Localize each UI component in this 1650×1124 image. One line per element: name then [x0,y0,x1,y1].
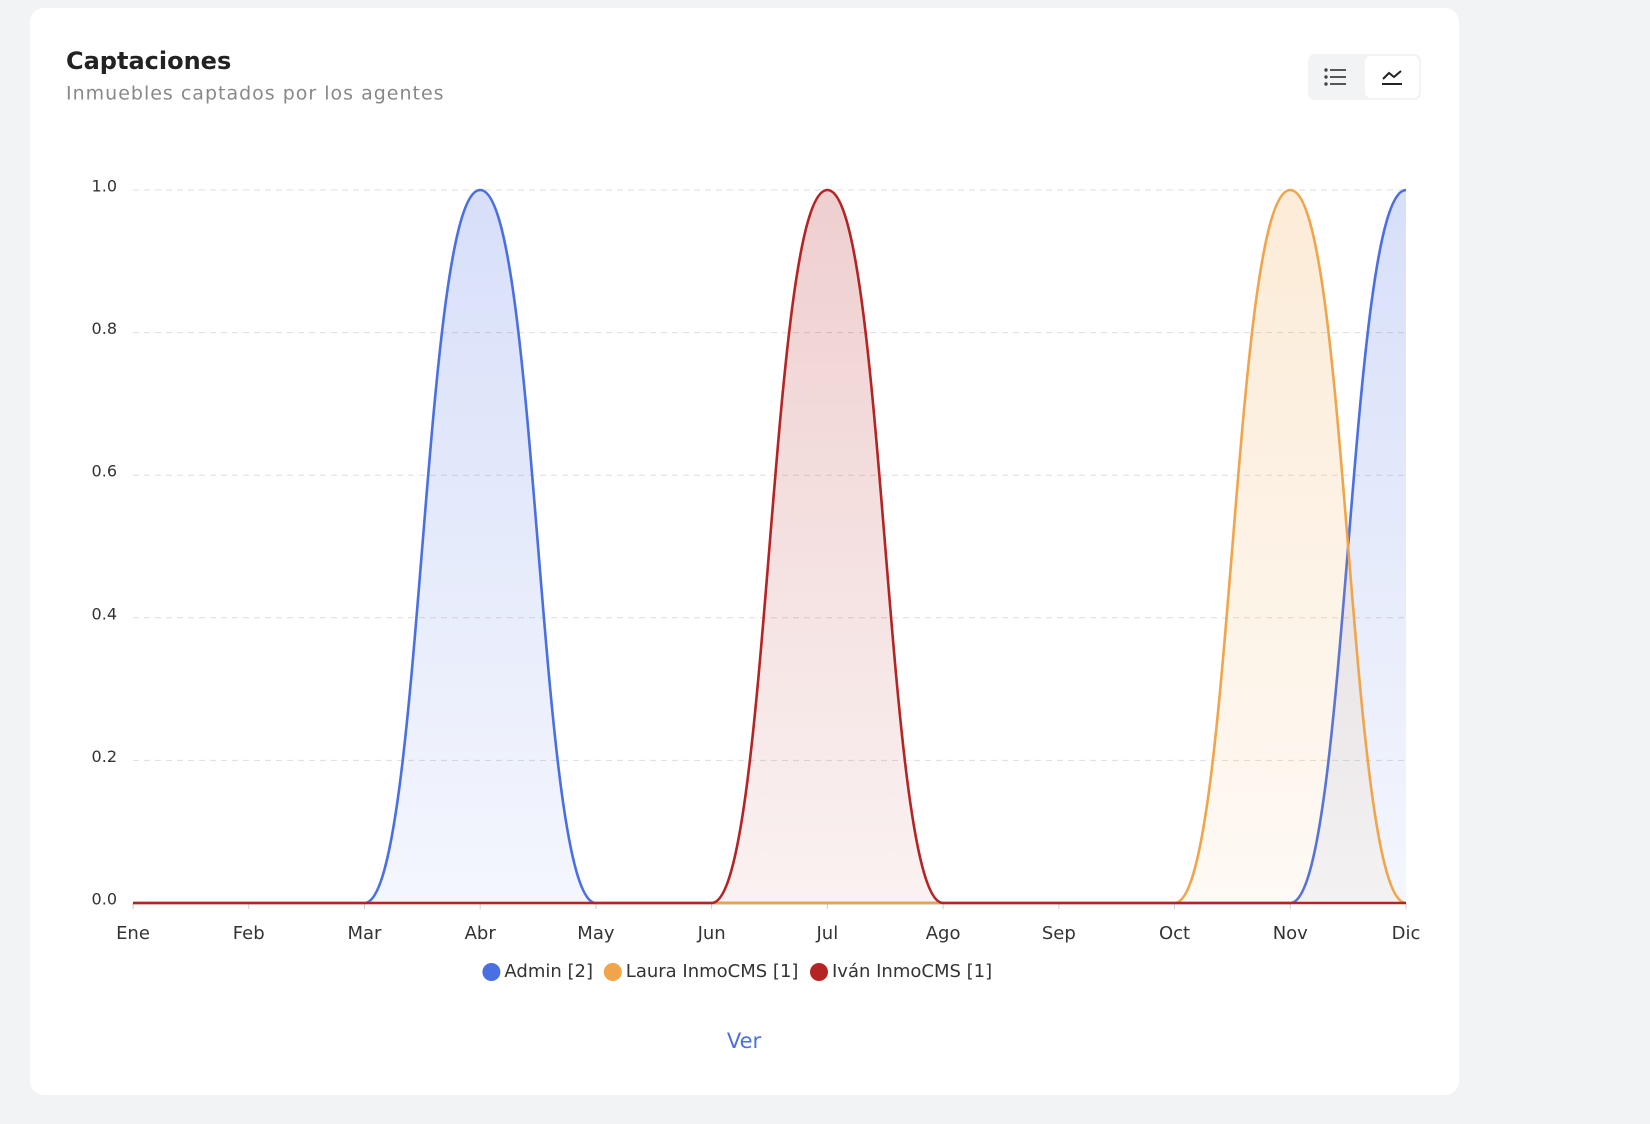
x-tick-label: Abr [465,923,497,944]
y-tick-label: 1.0 [92,177,117,196]
x-tick-label: Oct [1159,923,1190,944]
area-fill [133,190,1406,903]
y-tick-label: 0.4 [92,604,117,623]
legend-swatch [603,963,622,981]
chart-view-button[interactable] [1365,56,1419,98]
list-view-button[interactable] [1324,68,1346,86]
y-tick-label: 0.8 [92,319,117,338]
y-tick-label: 0.6 [92,462,117,481]
x-tick-label: Jul [816,923,839,944]
chart-title: Captaciones [66,47,231,75]
legend-swatch [810,963,828,981]
x-tick-label: Dic [1392,923,1421,944]
y-tick-label: 0.2 [92,747,117,766]
view-toggle [1308,54,1421,100]
x-tick-label: Nov [1273,923,1308,944]
area-fill [133,190,1406,903]
x-tick-label: Ago [926,923,961,944]
legend-label: Laura InmoCMS [1] [626,961,799,982]
area-line [133,188,1406,905]
y-tick-label: 0.0 [92,890,117,909]
x-tick-label: Feb [233,923,265,944]
card [30,8,1459,1095]
view-link[interactable]: Ver [727,1029,762,1053]
x-tick-label: May [577,923,615,944]
legend-swatch [482,963,501,981]
chart-subtitle: Inmuebles captados por los agentes [66,83,445,105]
x-tick-label: Jun [697,923,726,944]
legend-label: Iván InmoCMS [1] [832,961,992,982]
x-tick-label: Ene [116,923,150,944]
legend-label: Admin [2] [504,961,593,982]
x-tick-label: Mar [347,923,382,944]
x-tick-label: Sep [1042,923,1076,944]
chart-icon [1382,70,1402,80]
